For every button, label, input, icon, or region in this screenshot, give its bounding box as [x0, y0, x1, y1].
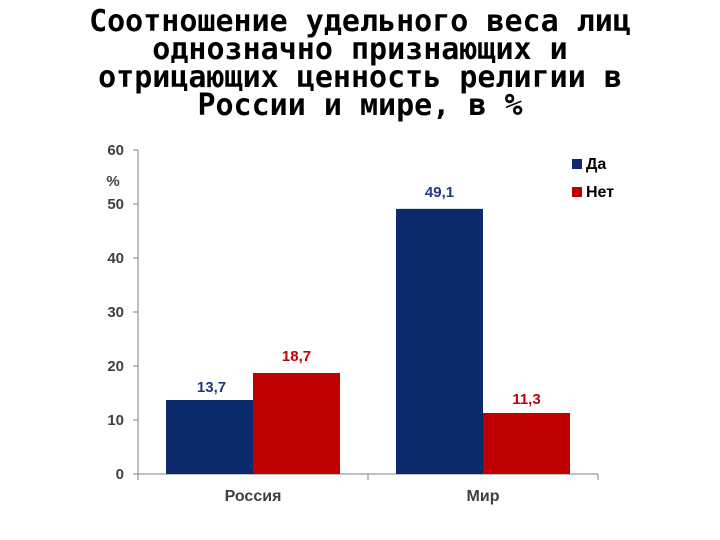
- bar-da: [396, 208, 483, 475]
- y-tick-label: 60: [107, 142, 124, 159]
- y-tick-label: 20: [107, 358, 124, 375]
- legend-label: Нет: [586, 184, 614, 201]
- chart-title-line-1: Соотношение удельного веса лиц: [89, 4, 631, 39]
- data-label: 49,1: [425, 184, 454, 201]
- x-category-label: Мир: [467, 488, 500, 505]
- data-label: 13,7: [197, 379, 226, 396]
- legend-swatch: [572, 159, 582, 169]
- data-label: 18,7: [282, 348, 311, 365]
- chart-title-line-4: России и мире, в %: [197, 88, 523, 123]
- chart-bars: [166, 208, 570, 475]
- chart-title: Соотношение удельного веса лиц однозначн…: [0, 4, 720, 123]
- bar-da: [166, 400, 253, 474]
- legend-label: Да: [586, 156, 606, 173]
- legend-swatch: [572, 187, 582, 197]
- y-tick-label: 30: [107, 304, 124, 321]
- chart-title-line-2: однозначно признающих и: [152, 32, 568, 67]
- chart-legend: Да Нет: [572, 156, 614, 201]
- x-category-label: Россия: [225, 488, 282, 505]
- y-tick-label: 50: [107, 196, 124, 213]
- bar-net: [483, 412, 570, 474]
- y-axis-unit-label: %: [106, 173, 119, 190]
- chart-labels: 13,7 18,7 49,1 11,3: [197, 184, 541, 408]
- y-tick-label: 0: [116, 466, 124, 483]
- chart-title-line-3: отрицающих ценность религии в: [98, 60, 622, 95]
- y-tick-label: 10: [107, 412, 124, 429]
- data-label: 11,3: [512, 391, 540, 408]
- y-tick-label: 40: [107, 250, 124, 267]
- bar-net: [253, 373, 340, 474]
